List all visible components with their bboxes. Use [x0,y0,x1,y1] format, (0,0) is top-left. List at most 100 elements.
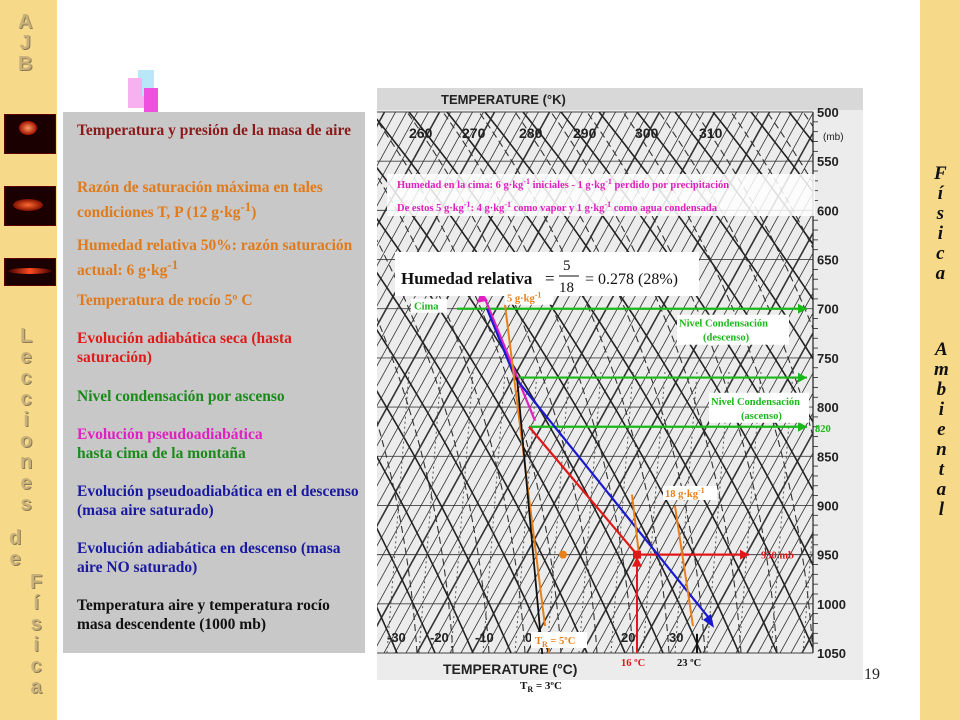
isotherm [669,392,813,653]
explanation-panel: Temperatura y presión de la masa de aire… [63,112,365,653]
dry-adiabat [377,328,550,653]
mixing-ratio-line [770,371,794,653]
pressure-axis-bg [813,110,863,680]
pressure-tick-label: 650 [817,253,839,268]
isotherm [746,531,813,653]
isotherm [592,252,813,653]
isotherm [713,472,813,653]
pressure-tick-label: 950 [817,548,839,563]
isotherm [625,312,813,653]
pressure-tick-label: 750 [817,351,839,366]
mixing-18-line [674,505,694,627]
chart-header: TEMPERATURE (°K) [441,92,566,107]
humidity-value: = 0.278 (28%) [585,271,678,288]
bottom-temp-tick: -20 [430,630,449,645]
sidebar-title-ajb: A J B [18,12,32,75]
bottom-temp-tick: 0 [525,630,532,645]
mixing-ratio-line [738,371,762,653]
isotherm [636,331,813,653]
mix5-label: 5 g·kg-1 [507,291,541,305]
mixing-ratio-line [450,371,474,653]
notes-box [387,174,815,216]
top-temp-tick: 270 [462,125,486,141]
asc-level-label: Nivel Condensación [711,397,800,408]
thermodynamic-diagram: TEMPERATURE (°K) 500 550 600 650 700 750 800 850… [377,88,863,680]
cima-label-bg [411,298,447,313]
mixing-ratio-line [578,371,602,653]
bottom-temp-tick: -30 [387,630,406,645]
panel-item: Evolución pseudoadiabática en el descens… [77,483,359,519]
mixing-ratio-line [706,371,730,653]
sidebar-letter: c [30,655,42,677]
pressure-tick-label: 900 [817,498,839,513]
panel-item: Razón de saturación máxima en tales cond… [77,179,323,222]
humidity-num: 5 [563,258,571,274]
asc-level-bg [709,392,809,423]
isotherm [377,112,429,207]
decorative-square [144,88,158,114]
bottom-temp-tick: 30 [669,630,683,645]
sidebar-fisica: F í s i c a [30,572,42,698]
moist-adiabat [377,239,490,653]
sidebar-letter: i [33,634,39,656]
dry-adiabat [377,271,588,653]
pressure-tick-label: 1050 [817,646,846,661]
sidebar-letter: d [9,527,22,549]
sidebar-letter: B [18,53,33,75]
mix18-bg [663,486,717,500]
ascent-condensation-line-arrowhead [798,421,807,432]
right-letter: c [936,243,945,264]
note-vapor-water: De estos 5 g·kg-1: 4 g·kg-1 como vapor y… [397,200,718,214]
dry-ascent-line [528,426,638,556]
desc-level-sub: (descenso) [703,333,750,344]
right-letter: m [934,359,949,380]
isotherm [658,372,813,653]
top-temp-tick: 290 [573,125,597,141]
panel-item: Nivel condensación por ascenso [77,388,285,405]
right-letter: a [936,479,947,500]
isotherm [757,552,813,653]
right-ambiental: A m b i e n t a l [934,340,949,520]
chart-footer: TEMPERATURE (°C) [443,661,577,677]
right-letter: í [937,183,943,204]
sidebar-letter: L [20,325,33,347]
pressure-tick-label: 800 [817,400,839,415]
right-letter: F [934,163,947,184]
humidity-box [395,252,699,296]
sidebar-letter: o [20,430,33,452]
mix5-bg [505,290,553,305]
panel-item: Temperatura y presión de la masa de aire [77,122,351,139]
pressure-tick-label: 850 [817,449,839,464]
right-sidebar [920,0,960,720]
pressure-tick-label: 700 [817,302,839,317]
mixing-ratio-line [674,371,698,653]
bottom-temp-tick: -10 [475,630,494,645]
pressure-tick-label: 600 [817,203,839,218]
isotherm [691,431,813,653]
mixing-ratio-line [514,371,538,653]
panel-item: Evolución adiabática en descenso (masa a… [77,540,341,576]
panel-item: Temperatura aire y temperatura rocío mas… [77,597,330,633]
thumbnail-image [4,114,56,154]
descent-arrowhead [703,613,714,628]
pressure-tick-label: 1000 [817,597,846,612]
pressure-tick-label: 500 [817,105,839,120]
pressure-tick-label: 550 [817,154,839,169]
top-temp-tick: 310 [699,125,723,141]
right-letter: i [938,399,945,420]
temp16-arrowhead [632,556,642,567]
sidebar-letter: i [23,409,29,431]
cima-level-line-arrowhead [798,303,807,314]
pseudo-ascent-arrowhead [477,290,488,303]
mixing-ratio-line [610,371,634,653]
pseudo-ascent-line [483,298,537,422]
tr5-bg [531,632,587,648]
dry-adiabat [377,526,436,653]
top-temp-tick: 280 [519,125,543,141]
isotherm [581,231,813,653]
thumbnail-image [4,258,56,286]
mixing-initial-line [631,494,640,555]
right-letter: i [937,223,943,244]
bottom-temp-tick: 20 [621,630,635,645]
mixing-ratio-line [802,518,813,653]
